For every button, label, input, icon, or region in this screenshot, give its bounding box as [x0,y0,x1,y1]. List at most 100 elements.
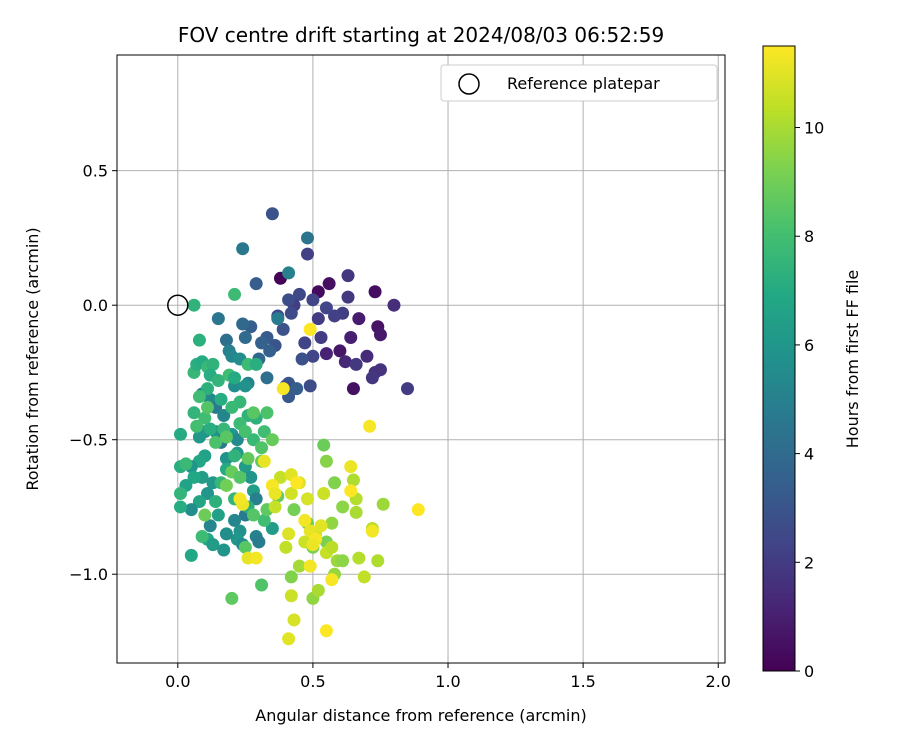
data-point [184,548,198,562]
data-point [179,457,193,471]
data-point [219,333,233,347]
data-point [233,492,247,506]
data-point [265,521,279,535]
data-point [360,349,374,363]
data-point [352,551,366,565]
x-axis-label: Angular distance from reference (arcmin) [255,706,586,725]
data-point [400,382,414,396]
data-point [265,207,279,221]
colorbar-label: Hours from first FF file [843,270,862,449]
data-point [352,312,366,326]
legend-box [440,64,718,102]
data-point [338,355,352,369]
data-point [211,508,225,522]
data-point [282,266,296,280]
data-point [195,530,209,544]
data-point [265,433,279,447]
data-point [246,433,260,447]
data-point [303,559,317,573]
data-point [174,427,188,441]
data-point [241,452,255,466]
data-point [290,382,304,396]
data-point [336,500,350,514]
data-point [192,430,206,444]
data-point [411,503,425,517]
data-point [255,441,269,455]
data-point [238,330,252,344]
data-point [268,500,282,514]
data-point [306,349,320,363]
data-point [238,540,252,554]
data-point [311,583,325,597]
data-point [228,513,242,527]
data-point [209,495,223,509]
data-point [325,540,339,554]
colorbar-tick-label: 10 [804,119,824,138]
data-point [206,357,220,371]
data-point [387,298,401,312]
data-point [252,535,266,549]
data-point [192,390,206,404]
data-point [236,242,250,256]
data-point [206,538,220,552]
data-point [346,382,360,396]
data-point [187,470,201,484]
data-point [187,298,201,312]
data-point [225,591,239,605]
data-point [322,277,336,291]
data-point [228,449,242,463]
data-point [319,347,333,361]
y-tick-label: −0.5 [69,431,108,450]
data-point [190,419,204,433]
data-point [217,543,231,557]
data-point [298,336,312,350]
colorbar-tick-label: 2 [804,553,814,572]
y-axis-label: Rotation from reference (arcmin) [23,227,42,490]
data-point [328,309,342,323]
data-point [328,476,342,490]
data-point [257,454,271,468]
data-point [174,487,188,501]
data-point [292,287,306,301]
data-point [287,613,301,627]
data-point [246,508,260,522]
data-point [349,505,363,519]
data-point [284,589,298,603]
data-point [192,495,206,509]
data-point [284,306,298,320]
x-tick-label: 0.0 [165,672,190,691]
data-point [214,392,228,406]
data-point [341,290,355,304]
data-point [219,527,233,541]
plot-frame [116,54,726,664]
data-point [363,419,377,433]
data-point [268,487,282,501]
colorbar-tick-label: 8 [804,227,814,246]
data-point [298,513,312,527]
colorbar: 0 2 4 6 8 10 Hours from first FF file [762,45,862,681]
plot-area: 0.0 0.5 1.0 1.5 2.0 −1.0 −0.5 0.0 0.5 [69,54,731,691]
x-tick-label: 0.5 [300,672,325,691]
legend-open-circle-icon [458,73,480,95]
data-point [198,411,212,425]
data-point [346,473,360,487]
data-point [303,322,317,336]
data-point [314,519,328,533]
data-point [365,371,379,385]
y-tick-label: 0.5 [83,162,108,181]
data-point [344,460,358,474]
data-point [238,379,252,393]
data-point [357,570,371,584]
data-point [260,406,274,420]
data-point [236,317,250,331]
plot-background [117,55,725,663]
data-point [271,312,285,326]
data-point [217,408,231,422]
y-tick-label: −1.0 [69,565,108,584]
data-point [319,454,333,468]
x-tick-label: 1.5 [570,672,595,691]
colorbar-gradient [762,45,796,672]
data-point [255,578,269,592]
data-point [249,357,263,371]
